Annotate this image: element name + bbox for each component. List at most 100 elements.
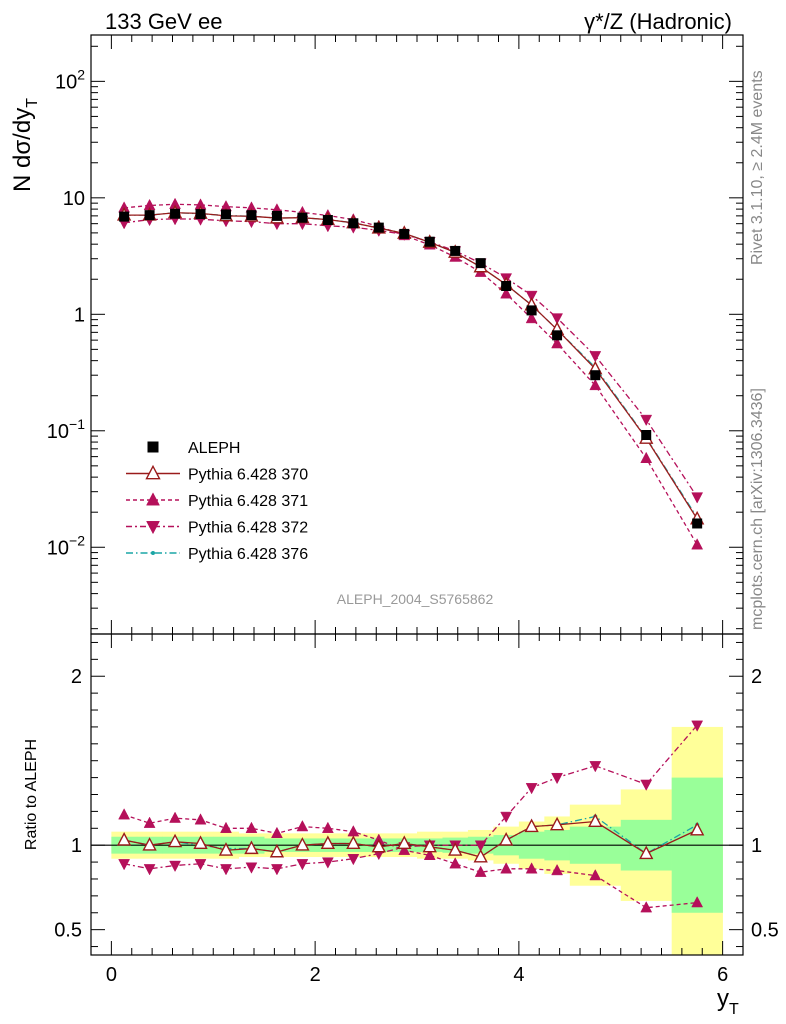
legend: ALEPH Pythia 6.428 370 Pythia 6.428 371 Pyt… bbox=[126, 440, 308, 563]
data-point bbox=[589, 378, 602, 391]
data-point bbox=[551, 313, 563, 325]
main-y-label: N dσ/dyT bbox=[9, 98, 41, 192]
ratio-point bbox=[500, 862, 513, 874]
ratio-point bbox=[589, 869, 602, 881]
ratio-y-tick-label: 2 bbox=[71, 666, 82, 688]
legend-item-pythia-6-428-372: Pythia 6.428 372 bbox=[126, 520, 308, 537]
rivet-label: Rivet 3.1.10, ≥ 2.4M events bbox=[749, 70, 766, 265]
ratio-point bbox=[295, 837, 310, 851]
x-tick-label: 4 bbox=[513, 964, 524, 986]
ratio-point bbox=[398, 843, 411, 855]
legend-label: Pythia 6.428 370 bbox=[188, 467, 308, 484]
ratio-y-tick-label-right: 1 bbox=[751, 835, 762, 857]
y-tick-label: 10−2 bbox=[47, 532, 85, 559]
data-point bbox=[220, 209, 231, 220]
ratio-point bbox=[169, 811, 181, 823]
data-point bbox=[144, 210, 155, 221]
data-point bbox=[246, 210, 257, 221]
process-label: γ*/Z (Hadronic) bbox=[584, 9, 732, 34]
ratio-plot: 0.5 0.5 1 1 2 2 0 2 4 6 Ratio to ALEPH yT bbox=[23, 633, 779, 1018]
x-tick-label: 6 bbox=[717, 964, 728, 986]
ratio-point bbox=[498, 832, 514, 846]
ratio-point bbox=[220, 864, 232, 876]
ratio-point bbox=[143, 864, 156, 876]
ratio-point bbox=[588, 813, 603, 828]
ratio-y-tick-label-right: 0.5 bbox=[751, 920, 779, 942]
data-point bbox=[195, 209, 206, 220]
legend-marker bbox=[147, 441, 159, 453]
legend-label: Pythia 6.428 376 bbox=[188, 546, 308, 563]
ratio-point bbox=[169, 860, 181, 873]
data-point bbox=[119, 211, 130, 222]
data-point bbox=[640, 451, 653, 463]
ratio-point bbox=[194, 859, 207, 871]
ratio-point bbox=[397, 835, 412, 849]
ratio-point bbox=[296, 820, 309, 832]
ratio-point bbox=[167, 833, 183, 848]
energy-label: 133 GeV ee bbox=[105, 9, 222, 34]
data-point bbox=[526, 305, 537, 316]
legend-marker bbox=[145, 464, 161, 480]
ratio-y-tick-label: 0.5 bbox=[54, 920, 82, 942]
x-axis-label: yT bbox=[717, 985, 739, 1018]
ratio-y-tick-label: 1 bbox=[71, 835, 82, 857]
legend-label: ALEPH bbox=[188, 440, 240, 457]
ratio-point bbox=[116, 832, 132, 846]
data-point bbox=[590, 370, 601, 381]
legend-marker bbox=[146, 521, 160, 535]
data-point bbox=[641, 429, 652, 440]
ratio-point bbox=[142, 837, 157, 851]
x-tick-label: 2 bbox=[310, 964, 321, 986]
x-tick-label: 0 bbox=[106, 964, 117, 986]
legend-item-pythia-6-428-376: Pythia 6.428 376 bbox=[126, 546, 308, 563]
ratio-point bbox=[321, 857, 334, 869]
data-point bbox=[551, 337, 563, 349]
ratio-point bbox=[347, 854, 360, 866]
ratio-point bbox=[640, 779, 653, 791]
ratio-point bbox=[347, 825, 360, 837]
legend-item-pythia-6-428-370: Pythia 6.428 370 bbox=[126, 464, 308, 484]
ratio-point bbox=[639, 845, 654, 860]
ratio-point bbox=[245, 821, 258, 833]
analysis-watermark: ALEPH_2004_S5765862 bbox=[337, 591, 494, 607]
data-point bbox=[552, 330, 563, 341]
ratio-y-label: Ratio to ALEPH bbox=[23, 739, 40, 850]
ratio-point bbox=[551, 863, 563, 876]
y-tick-label: 10−1 bbox=[47, 416, 85, 443]
ratio-series-pythia-6-428-370 bbox=[116, 813, 705, 863]
ratio-point bbox=[220, 821, 232, 833]
data-point bbox=[501, 280, 512, 291]
ratio-point bbox=[691, 896, 704, 908]
ratio-point bbox=[551, 772, 563, 785]
ratio-point bbox=[589, 761, 602, 773]
y-tick-label: 10 bbox=[63, 188, 85, 210]
ratio-point bbox=[524, 818, 539, 833]
main-frame bbox=[90, 34, 744, 635]
ratio-point bbox=[449, 857, 462, 869]
legend-item-aleph: ALEPH bbox=[147, 440, 240, 457]
ratio-point bbox=[218, 842, 234, 856]
series-aleph bbox=[119, 208, 703, 529]
series-pythia-6-428-372 bbox=[118, 214, 704, 504]
ratio-point bbox=[500, 811, 513, 824]
data-point bbox=[348, 218, 359, 229]
ratio-point bbox=[271, 864, 283, 876]
legend-label: Pythia 6.428 372 bbox=[188, 520, 308, 537]
ratio-point bbox=[371, 838, 386, 853]
legend-item-pythia-6-428-371: Pythia 6.428 371 bbox=[126, 492, 308, 510]
ratio-point bbox=[321, 821, 334, 833]
data-point bbox=[322, 215, 333, 226]
data-point bbox=[691, 538, 704, 550]
y-tick-label: 1 bbox=[74, 304, 85, 326]
ratio-point bbox=[422, 838, 437, 853]
ratio-point bbox=[473, 848, 488, 863]
ratio-point bbox=[525, 862, 538, 874]
ratio-point bbox=[549, 816, 565, 831]
data-point bbox=[373, 222, 384, 233]
legend-marker bbox=[146, 492, 160, 506]
ratio-y-tick-label-right: 2 bbox=[751, 666, 762, 688]
ratio-point bbox=[143, 816, 156, 828]
mcplots-label: mcplots.cern.ch [arXiv:1306.3436] bbox=[749, 388, 766, 630]
y-tick-label: 102 bbox=[55, 66, 85, 93]
